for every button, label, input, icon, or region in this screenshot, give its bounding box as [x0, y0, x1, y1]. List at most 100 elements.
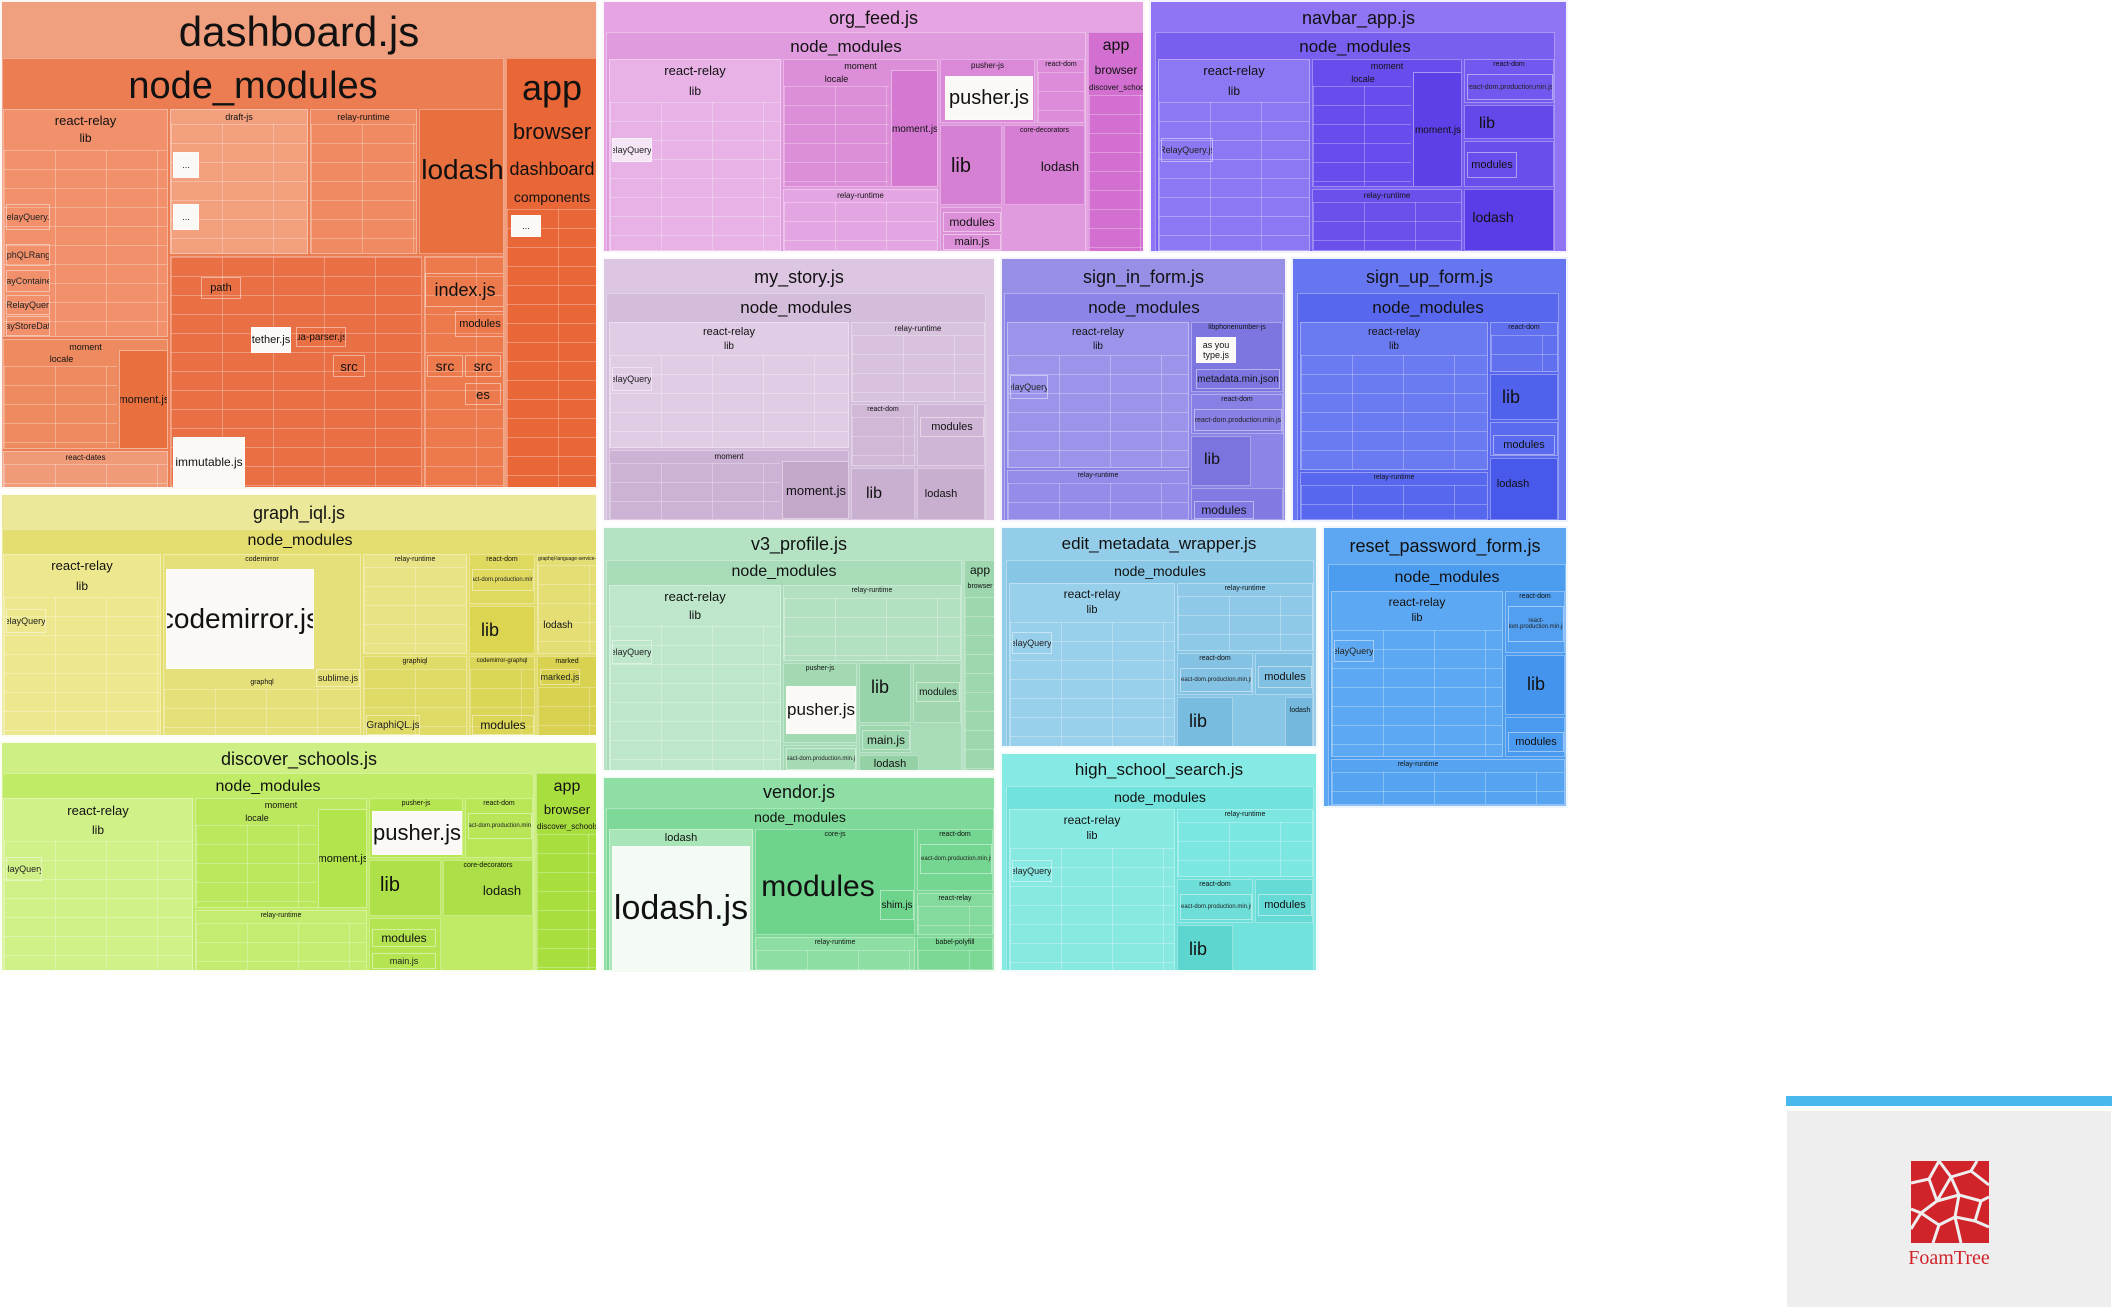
- file-relay-query[interactable]: RelayQuery.js: [6, 857, 42, 881]
- group-relay-runtime[interactable]: relay-runtime: [1007, 470, 1189, 520]
- group-codemirror[interactable]: codemirror codemirror.js graphql sublime…: [163, 554, 361, 735]
- group-core-js[interactable]: modules: [1464, 141, 1554, 187]
- group-react-selectize[interactable]: index.js modules src src es: [424, 256, 503, 487]
- dir-modules[interactable]: modules: [1508, 732, 1564, 752]
- group-node-modules[interactable]: node_modules react-relay lib RelayQuery.…: [606, 32, 1086, 251]
- dir-modules[interactable]: modules: [472, 715, 534, 735]
- group-node-modules[interactable]: node_modules react-relay lib RelayQuery.…: [2, 58, 504, 487]
- dir-modules[interactable]: modules: [916, 682, 960, 702]
- file-relay-query[interactable]: RelayQuery.js: [6, 609, 46, 633]
- lodash-label[interactable]: lodash: [1496, 478, 1530, 490]
- group-react-relay[interactable]: react-relay lib RelayQuery.js: [1007, 322, 1189, 468]
- dir-modules[interactable]: modules: [1194, 501, 1254, 519]
- group-lodash[interactable]: lodash: [1464, 189, 1554, 251]
- file-react-dom-min[interactable]: react-dom.production.min.js: [1467, 74, 1553, 100]
- group-react-dom[interactable]: react-dom: [851, 404, 915, 466]
- group-react-dom[interactable]: react-dom react-dom.production.min.js: [469, 554, 535, 604]
- group-fbjs[interactable]: lib: [851, 468, 915, 520]
- file-react-dom-min[interactable]: react-dom.production.min.js: [920, 844, 992, 874]
- file-moment-js[interactable]: moment.js: [1413, 72, 1461, 186]
- group-react-relay[interactable]: react-relay lib RelayQuery.js GraphQLRan…: [3, 109, 168, 337]
- group-highlight[interactable]: main.js: [859, 725, 911, 753]
- group-react-relay[interactable]: react-relay lib RelayQuery.js: [3, 554, 161, 735]
- group-relay-runtime[interactable]: relay-runtime: [1177, 809, 1313, 877]
- group-react-relay[interactable]: react-relay lib RelayQuery.js: [1331, 591, 1503, 757]
- group-relay-runtime[interactable]: relay-runtime: [755, 937, 915, 970]
- bundle-discover-schools-js[interactable]: discover_schools.js node_modules react-r…: [0, 741, 598, 972]
- dir-lib[interactable]: lib: [1478, 115, 1495, 132]
- group-node-modules[interactable]: node_modules react-relay lib RelayQuery.…: [606, 293, 986, 520]
- file-pusher-js[interactable]: pusher.js: [786, 686, 856, 734]
- group-react-dates[interactable]: react-dates: [3, 451, 168, 487]
- file-relay-query[interactable]: RelayQuery.js: [1334, 640, 1374, 662]
- group-fbjs[interactable]: lib: [1177, 925, 1233, 970]
- group-app[interactable]: app browser: [964, 560, 994, 770]
- group-react-relay[interactable]: react-relay lib RelayQuery.js: [609, 585, 781, 770]
- group-core-js[interactable]: modules: [913, 663, 961, 723]
- file-react-dom-min[interactable]: react-dom.production.min.js: [786, 748, 856, 770]
- file-relay-container[interactable]: RelayContainer.js: [6, 270, 50, 292]
- group-fbjs[interactable]: lib: [1464, 105, 1554, 139]
- file-react-dom-min[interactable]: react-dom.production.min.js: [1180, 894, 1252, 920]
- dir-modules[interactable]: modules: [761, 870, 875, 903]
- dir-modules[interactable]: modules: [1258, 894, 1312, 916]
- group-core-js[interactable]: core-js modules shim.js: [755, 829, 915, 935]
- group-lodash[interactable]: lodash: [859, 755, 919, 770]
- group-node-modules[interactable]: node_modules react-relay lib RelayQuery.…: [1155, 32, 1555, 251]
- dir-es[interactable]: es: [465, 383, 501, 405]
- group-libphonenumber[interactable]: libphonenumber-js as you type.js metadat…: [1191, 322, 1283, 392]
- group-react-dom[interactable]: react-dom react-dom.production.min.js: [1505, 591, 1565, 653]
- file-pusher-js[interactable]: pusher.js: [372, 811, 462, 855]
- group-fbjs[interactable]: lib: [859, 663, 911, 723]
- file-moment-js[interactable]: moment.js: [891, 70, 937, 186]
- file-graphiql-js[interactable]: GraphiQL.js: [366, 715, 420, 735]
- dir-src[interactable]: src: [427, 355, 463, 377]
- file-relay-query[interactable]: RelayQuery.js: [612, 367, 652, 391]
- dir-lib[interactable]: lib: [1203, 451, 1220, 468]
- lodash-label[interactable]: lodash: [482, 882, 522, 898]
- dir-lib[interactable]: lib: [1188, 710, 1207, 731]
- foamtree-logo[interactable]: FoamTree: [1786, 1110, 2112, 1308]
- group-draft-js[interactable]: draft-js ... ...: [170, 109, 308, 254]
- group-lodash[interactable]: lodash lodash.js: [609, 829, 753, 970]
- file-tile[interactable]: ...: [511, 215, 541, 237]
- group-moment[interactable]: moment locale moment.js: [195, 798, 367, 908]
- group-react-relay[interactable]: react-relay lib RelayQuery.js: [609, 322, 849, 448]
- group-relay-runtime[interactable]: relay-runtime: [310, 109, 417, 254]
- file-moment-js[interactable]: moment.js: [119, 350, 167, 448]
- group-react-relay[interactable]: react-relay lib RelayQuery.js: [3, 798, 193, 970]
- group-app[interactable]: app browser discover_schools: [536, 773, 596, 970]
- group-lang-service[interactable]: graphql-language-service-interface lodas…: [537, 554, 596, 654]
- file-main-js[interactable]: main.js: [943, 234, 1001, 250]
- file-react-dom-min[interactable]: react-dom.production.min.js: [1194, 409, 1282, 431]
- dir-src[interactable]: src: [465, 355, 501, 377]
- file-react-dom-min[interactable]: react-dom.production.min.js: [1180, 668, 1252, 692]
- file-sublime-js[interactable]: sublime.js: [316, 669, 360, 687]
- bundle-sign-up-form-js[interactable]: sign_up_form.js node_modules react-relay…: [1291, 257, 1568, 522]
- group-react-dom[interactable]: react-dom: [1037, 59, 1085, 123]
- file-relay-query[interactable]: RelayQuery.js: [1010, 375, 1048, 399]
- group-fbjs[interactable]: lib: [1505, 655, 1565, 715]
- file-relay-store-data[interactable]: RelayStoreData.js: [6, 316, 50, 336]
- file-tile[interactable]: ...: [173, 152, 199, 178]
- dir-lib[interactable]: lib: [480, 619, 499, 640]
- group-app[interactable]: app browser discover_schools: [1088, 32, 1143, 251]
- group-node-modules[interactable]: node_modules react-relay lib RelayQuery.…: [2, 773, 534, 970]
- bundle-vendor-js[interactable]: vendor.js node_modules lodash lodash.js …: [602, 776, 996, 972]
- group-react-dom[interactable]: react-dom.production.min.js: [783, 745, 857, 770]
- bundle-edit-metadata-wrapper-js[interactable]: edit_metadata_wrapper.js node_modules re…: [1000, 526, 1318, 748]
- group-fbjs[interactable]: lib: [1191, 436, 1251, 486]
- group-core-js[interactable]: modules: [917, 404, 985, 466]
- group-relay-runtime[interactable]: relay-runtime: [851, 322, 985, 402]
- group-react-relay[interactable]: react-relay lib RelayQuery.js: [609, 59, 781, 251]
- bundle-v3-profile-js[interactable]: v3_profile.js node_modules react-relay l…: [602, 526, 996, 772]
- group-react-relay[interactable]: react-relay lib RelayQuery.js: [1009, 809, 1175, 970]
- group-core-decorators[interactable]: core-decorators lodash: [1004, 125, 1085, 205]
- file-immutable-js[interactable]: immutable.js: [173, 437, 245, 487]
- file-graphql-range[interactable]: GraphQLRange.js: [6, 244, 50, 266]
- group-node-modules[interactable]: node_modules lodash lodash.js core-js mo…: [606, 808, 994, 970]
- group-marked[interactable]: marked marked.js: [537, 656, 596, 735]
- bundle-high-school-search-js[interactable]: high_school_search.js node_modules react…: [1000, 752, 1318, 972]
- group-node-modules[interactable]: node_modules react-relay lib react-dom l…: [1297, 293, 1559, 520]
- bundle-dashboard-js[interactable]: dashboard.js node_modules react-relay li…: [0, 0, 598, 489]
